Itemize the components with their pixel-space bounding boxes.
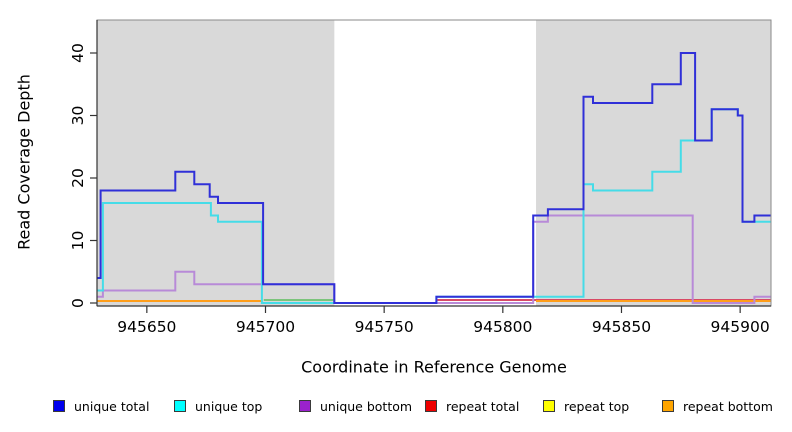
covered-region-left bbox=[97, 20, 335, 306]
legend-entry-unique-bottom: unique bottom bbox=[299, 395, 412, 417]
legend-entry-repeat-total: repeat total bbox=[425, 395, 519, 417]
legend-label-repeat-total: repeat total bbox=[446, 398, 520, 414]
y-tick-label: 20 bbox=[69, 168, 87, 188]
legend-label-unique-bottom: unique bottom bbox=[320, 398, 413, 414]
legend-swatch-repeat-top bbox=[543, 400, 555, 412]
legend: unique total unique top unique bottom repea… bbox=[0, 395, 792, 419]
legend-entry-unique-top: unique top bbox=[174, 395, 262, 417]
x-axis-title: Coordinate in Reference Genome bbox=[301, 357, 567, 377]
legend-label-repeat-top: repeat top bbox=[564, 398, 630, 414]
covered-region-right bbox=[536, 20, 771, 306]
y-axis-title: Read Coverage Depth bbox=[14, 74, 34, 250]
y-tick-label: 40 bbox=[69, 43, 87, 63]
legend-entry-repeat-bottom: repeat bottom bbox=[662, 395, 773, 417]
legend-swatch-unique-bottom bbox=[299, 400, 311, 412]
legend-swatch-unique-total bbox=[53, 400, 65, 412]
legend-swatch-unique-top bbox=[174, 400, 186, 412]
x-tick-label: 945700 bbox=[236, 318, 295, 336]
legend-swatch-repeat-total bbox=[425, 400, 437, 412]
y-tick-label: 0 bbox=[69, 298, 87, 308]
coverage-line-unique-total bbox=[97, 52, 771, 304]
x-tick-label: 945650 bbox=[117, 318, 176, 336]
y-tick-label: 10 bbox=[69, 231, 87, 251]
legend-label-unique-total: unique total bbox=[74, 398, 150, 414]
legend-entry-unique-total: unique total bbox=[53, 395, 149, 417]
legend-label-unique-top: unique top bbox=[195, 398, 263, 414]
x-tick-label: 945900 bbox=[711, 318, 770, 336]
legend-entry-repeat-top: repeat top bbox=[543, 395, 629, 417]
x-tick-label: 945850 bbox=[592, 318, 651, 336]
legend-swatch-repeat-bottom bbox=[662, 400, 674, 412]
legend-label-repeat-bottom: repeat bottom bbox=[683, 398, 773, 414]
x-tick-label: 945800 bbox=[473, 318, 532, 336]
x-tick-label: 945750 bbox=[355, 318, 414, 336]
y-tick-label: 30 bbox=[69, 106, 87, 126]
